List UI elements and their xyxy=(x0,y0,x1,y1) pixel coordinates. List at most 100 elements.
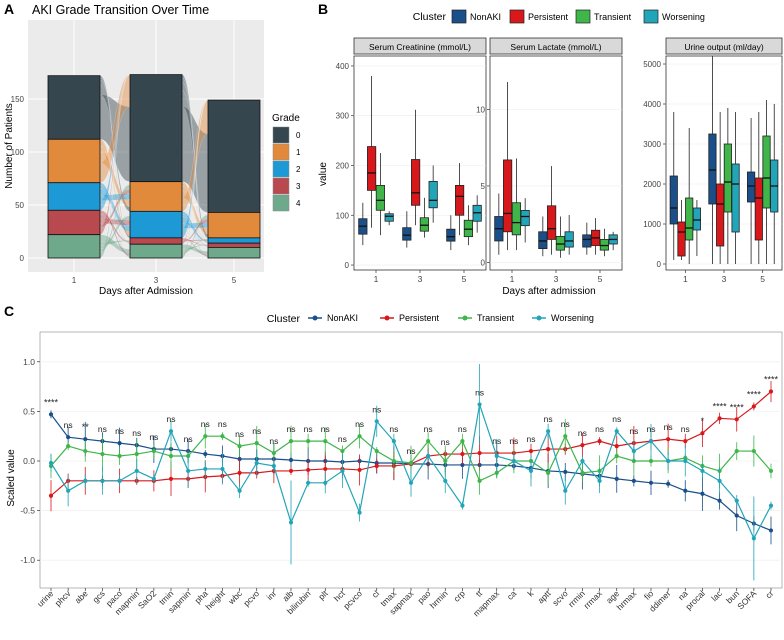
profile-series-point xyxy=(100,478,105,483)
profile-series-point xyxy=(683,488,688,493)
profile-series-point xyxy=(563,469,568,475)
boxplot-facet-title: Urine output (ml/day) xyxy=(684,42,764,52)
profile-x-tick-label: cr xyxy=(763,588,775,600)
profile-series-point xyxy=(700,491,705,496)
profile-series-point xyxy=(683,439,688,444)
profile-series-point xyxy=(323,466,328,472)
panel-label-b: B xyxy=(318,1,328,17)
profile-y-tick-label: -0.5 xyxy=(20,506,35,516)
profile-x-tick-label: scvo xyxy=(550,588,570,608)
profile-series-point xyxy=(117,453,122,459)
profile-significance-label: ns xyxy=(578,428,587,438)
panel-b: B Cluster NonAKI Persistent Transient Worse… xyxy=(318,1,783,297)
profile-series-point xyxy=(83,478,88,483)
alluvial-x-axis-label: Days after Admission xyxy=(99,286,193,297)
profile-series-point xyxy=(751,404,756,409)
profile-series-point xyxy=(408,480,414,485)
profile-significance-label: ns xyxy=(612,414,621,424)
boxplot-facet-title: Serum Creatinine (mmol/L) xyxy=(369,42,471,52)
alluvial-stacked-bars xyxy=(47,74,261,259)
profile-series-point xyxy=(357,510,362,515)
profile-series-point xyxy=(734,513,739,518)
boxplot-x-tick-label: 3 xyxy=(418,274,423,284)
boxplot-y-tick-label: 300 xyxy=(336,112,350,121)
profile-significance-label: ns xyxy=(201,419,210,429)
profile-series-point xyxy=(768,528,774,533)
boxplot-box xyxy=(511,202,521,236)
profile-series-point xyxy=(134,468,139,474)
profile-series-point xyxy=(460,503,465,508)
profile-series-point xyxy=(117,441,122,446)
boxplot-y-tick-label: 2000 xyxy=(643,180,661,189)
profile-significance-label: ns xyxy=(389,424,398,434)
boxplot-y-tick-label: 1000 xyxy=(643,220,661,229)
grade-legend-label: 0 xyxy=(296,131,301,140)
profile-significance-label: ns xyxy=(595,424,604,434)
profile-series-point xyxy=(288,439,294,444)
profile-series-point xyxy=(460,451,465,457)
profile-series-point xyxy=(734,417,739,422)
profile-legend-label: Persistent xyxy=(399,313,440,323)
profile-series-point xyxy=(631,478,636,483)
profile-series-point xyxy=(426,453,431,459)
boxplot-box xyxy=(446,228,456,242)
profile-series-point xyxy=(357,434,362,439)
panel-c: C Cluster NonAKI Persistent Transient Worse… xyxy=(4,303,783,618)
profile-series-point xyxy=(117,478,122,483)
cluster-legend-title-c: Cluster xyxy=(267,313,301,325)
alluvial-stratum-bar xyxy=(129,243,183,259)
grade-legend-swatch xyxy=(272,160,290,178)
profile-series-point xyxy=(168,453,174,459)
boxplot-y-tick-label: 5000 xyxy=(643,60,661,69)
profile-y-axis-label: Scaled value xyxy=(6,449,17,507)
profile-series-point xyxy=(648,458,654,464)
alluvial-stratum-bar xyxy=(47,234,101,259)
profile-x-tick-label: procal xyxy=(683,588,707,612)
profile-series-point xyxy=(511,458,516,464)
alluvial-stratum-bar xyxy=(207,237,261,244)
boxplot-x-tick-label: 1 xyxy=(683,274,688,284)
profile-x-tick-label: tt xyxy=(474,588,485,599)
alluvial-stratum-bar xyxy=(207,242,261,248)
alluvial-y-tick-label: 150 xyxy=(11,95,25,104)
profile-series-point xyxy=(648,439,654,444)
boxplot-x-tick-label: 3 xyxy=(554,274,559,284)
boxplot-x-tick-label: 3 xyxy=(722,274,727,284)
profile-series-point xyxy=(220,434,225,439)
profile-series-point xyxy=(374,419,379,424)
profile-series-point xyxy=(168,429,174,434)
cluster-legend-b: NonAKI Persistent Transient Worsening xyxy=(451,9,705,24)
profile-series-point xyxy=(271,450,276,456)
profile-x-tick-label: k xyxy=(525,588,536,599)
profile-series-point xyxy=(306,480,311,485)
profile-series-point xyxy=(614,476,619,481)
cluster-legend-c: NonAKI Persistent Transient Worsening xyxy=(308,313,594,323)
alluvial-x-tick-label: 5 xyxy=(232,276,237,285)
profile-series-point xyxy=(203,466,208,472)
profile-significance-label: ns xyxy=(647,424,656,434)
profile-series-point xyxy=(614,429,619,434)
alluvial-stratum-bar xyxy=(207,212,261,239)
profile-x-tick-label: abe xyxy=(73,588,90,605)
profile-significance-label: ns xyxy=(664,422,673,432)
profile-series-point xyxy=(288,520,294,525)
profile-series-point xyxy=(100,451,105,457)
profile-series-point xyxy=(546,470,551,475)
alluvial-stratum-bar xyxy=(129,74,183,183)
profile-series-point xyxy=(306,467,311,473)
alluvial-axes: 0 50 100 150 1 3 5 xyxy=(11,95,237,285)
boxplot-x-tick-label: 5 xyxy=(598,274,603,284)
profile-series-point xyxy=(288,457,294,463)
panel-label-a: A xyxy=(4,1,14,17)
profile-significance-label: ns xyxy=(561,419,570,429)
profile-significance-label: ** xyxy=(82,422,90,432)
alluvial-stratum-bar xyxy=(47,182,101,211)
cluster-legend-label: NonAKI xyxy=(470,12,501,22)
profile-series-point xyxy=(768,503,774,508)
profile-legend-label: NonAKI xyxy=(327,313,358,323)
boxplot-box xyxy=(564,231,574,248)
profile-series-point xyxy=(460,439,465,444)
profile-series-point xyxy=(546,429,551,434)
alluvial-title: AKI Grade Transition Over Time xyxy=(32,3,209,17)
